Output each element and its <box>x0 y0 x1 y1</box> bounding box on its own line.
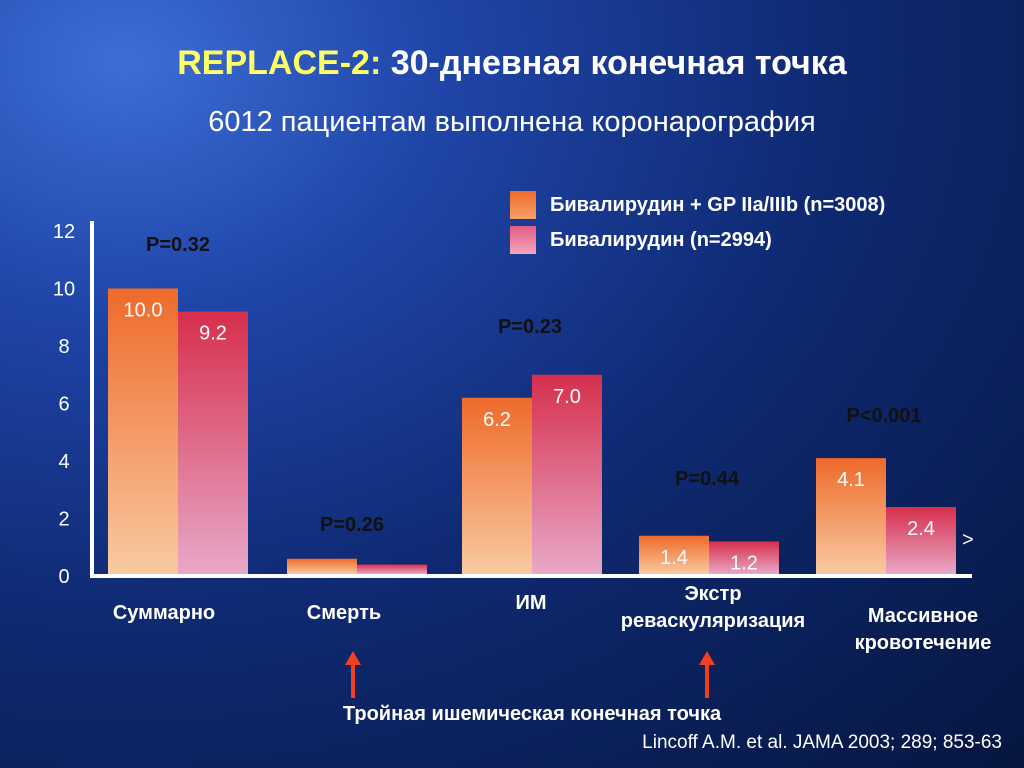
p-value-label: P=0.26 <box>320 514 384 536</box>
bar-series1-1 <box>287 558 357 574</box>
bar-value-label: 1.2 <box>730 553 758 575</box>
triple-endpoint-label: Тройная ишемическая конечная точка <box>342 703 722 725</box>
p-value-labels: P=0.32 P=0.26 P=0.23 P=0.44 P<0.001 <box>146 234 922 536</box>
bar-value-label: 1.4 <box>660 547 688 569</box>
bar-series2-4 <box>886 507 956 574</box>
bars: 10.0 6.2 1.4 4.1 9.2 7.0 1.2 2.4 <box>108 288 956 575</box>
category-label-death: Смерть <box>306 602 382 624</box>
bar-series2-0 <box>178 311 248 574</box>
legend-item-series2: Бивалирудин (n=2994) <box>510 226 772 254</box>
legend-item-series1: Бивалирудин + GP IIa/IIIb (n=3008) <box>510 191 885 219</box>
title-trial-name: REPLACE-2: <box>177 44 382 82</box>
category-label-mi: ИМ <box>515 592 547 614</box>
y-axis: 0 2 4 6 8 10 12 <box>53 221 972 588</box>
legend-label-series1: Бивалирудин + GP IIa/IIIb (n=3008) <box>550 193 886 216</box>
y-tick-label: 6 <box>58 394 69 416</box>
y-tick-label: 2 <box>58 509 69 531</box>
category-label-bleeding-line1: Массивное <box>867 605 979 627</box>
bar-series2-2 <box>532 374 602 574</box>
category-label-total: Суммарно <box>112 602 216 624</box>
bar-value-label: 9.2 <box>199 323 227 345</box>
category-label-revasc-line2: реваскуляризация <box>620 610 806 632</box>
bar-series1-4 <box>816 458 886 574</box>
y-tick-label: 8 <box>58 336 69 358</box>
legend-swatch-series1 <box>510 191 536 219</box>
bar-series1-3 <box>639 535 709 574</box>
category-label-bleeding: Массивное кровотечение <box>830 603 1016 657</box>
arrow-revasc-icon <box>699 651 715 665</box>
p-value-label: P=0.23 <box>498 316 562 338</box>
bar-series2-1 <box>357 564 427 574</box>
legend-label-series2: Бивалирудин (n=2994) <box>550 228 772 251</box>
title-endpoint: 30-дневная конечная точка <box>381 44 847 82</box>
y-tick-label: 12 <box>53 221 75 243</box>
stray-mark: > <box>962 529 974 551</box>
bar-series1-0 <box>108 288 178 574</box>
p-value-label: P=0.44 <box>675 468 740 490</box>
arrow-death-icon <box>345 651 361 665</box>
y-tick-label: 10 <box>53 279 75 301</box>
category-label-bleeding-line2: кровотечение <box>854 632 992 654</box>
bar-value-label: 10.0 <box>124 300 163 322</box>
p-value-label: P<0.001 <box>846 405 921 427</box>
bar-series1-2 <box>462 397 532 574</box>
category-label-revasc: Экстр реваскуляризация <box>592 581 834 635</box>
category-label-revasc-line1: Экстр <box>684 583 742 605</box>
chart-subtitle: 6012 пациентам выполнена коронарография <box>208 106 816 138</box>
y-tick-label: 4 <box>58 451 69 473</box>
bar-value-label: 4.1 <box>837 469 865 491</box>
bar-value-label: 2.4 <box>907 518 935 540</box>
bar-series2-3 <box>709 541 779 574</box>
bar-value-label: 7.0 <box>553 386 581 408</box>
y-tick-label: 0 <box>58 566 69 588</box>
bar-value-label: 6.2 <box>483 409 511 431</box>
legend-swatch-series2 <box>510 226 536 254</box>
source-citation: Lincoff A.M. et al. JAMA 2003; 289; 853-… <box>642 732 1002 753</box>
p-value-label: P=0.32 <box>146 234 210 256</box>
chart-title: REPLACE-2: 30-дневная конечная точка <box>0 44 1024 83</box>
